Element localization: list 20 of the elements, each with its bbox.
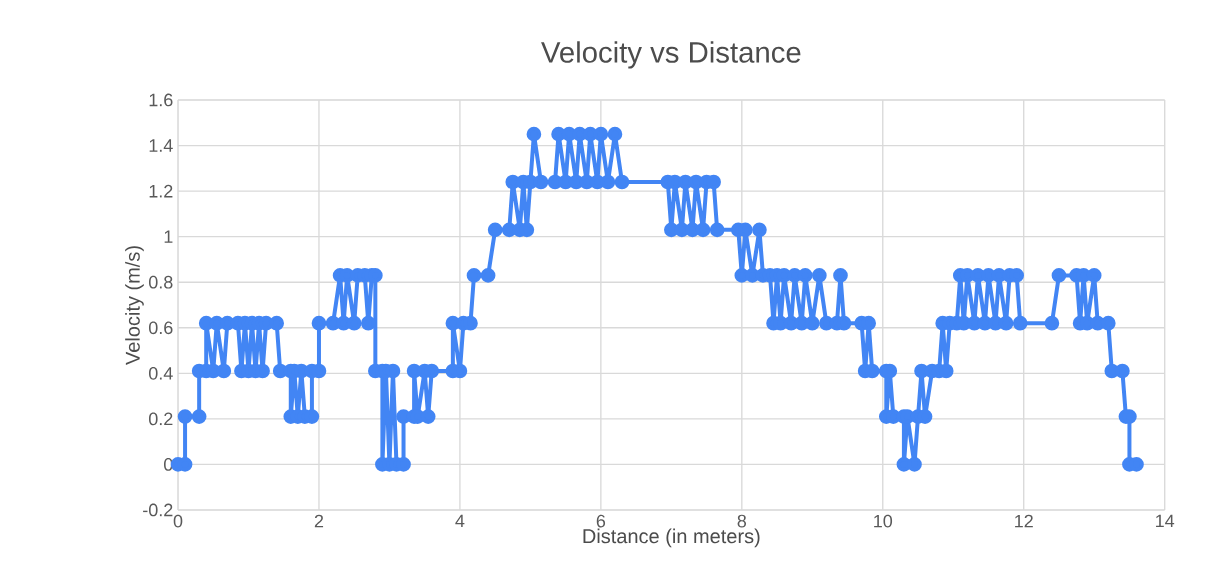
y-axis-title: Velocity (m/s) <box>125 246 144 365</box>
y-tick-label: 0.8 <box>148 275 173 289</box>
y-tick-label: 0.6 <box>148 321 173 335</box>
y-tick-label: -0.2 <box>143 503 173 517</box>
x-tick-label: 10 <box>874 514 893 528</box>
y-tick-label: 0.4 <box>148 366 173 380</box>
x-tick-label: 12 <box>1015 514 1033 528</box>
chart-title: Velocity vs Distance <box>541 41 801 69</box>
y-tick-label: 0.2 <box>148 412 173 426</box>
x-tick-label: 8 <box>737 514 747 528</box>
y-tick-label: 1.2 <box>149 184 173 198</box>
x-tick-label: 4 <box>455 514 465 528</box>
x-tick-label: 14 <box>1156 514 1175 528</box>
x-tick-label: 0 <box>173 514 183 528</box>
y-tick-label: 1.4 <box>149 139 173 152</box>
x-tick-label: 2 <box>314 514 324 528</box>
y-tick-label: 1.6 <box>149 93 173 107</box>
x-axis-title: Distance (in meters) <box>583 528 760 548</box>
x-tick-label: 6 <box>596 514 606 528</box>
y-tick-label: 1 <box>164 230 173 243</box>
